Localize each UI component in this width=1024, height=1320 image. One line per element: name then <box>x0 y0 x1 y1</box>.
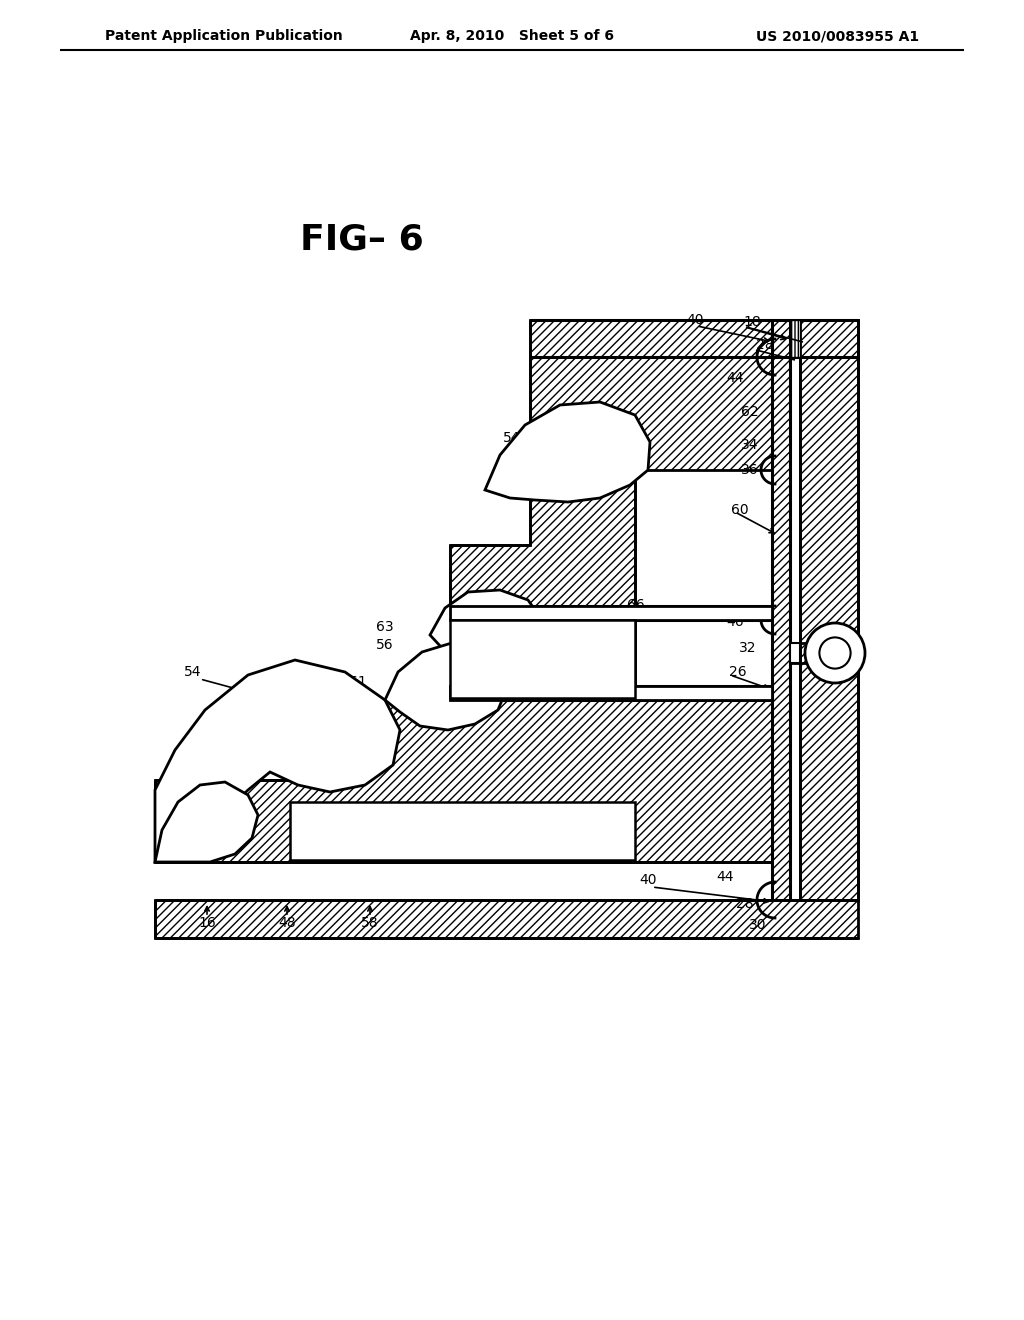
Polygon shape <box>155 781 258 862</box>
Text: 16: 16 <box>198 916 216 931</box>
Text: 32: 32 <box>739 642 757 655</box>
Text: 60: 60 <box>731 503 749 517</box>
Bar <box>790 643 800 663</box>
Text: 44: 44 <box>716 870 734 884</box>
Text: 61: 61 <box>349 675 367 689</box>
Text: 26: 26 <box>729 665 746 678</box>
Text: 40: 40 <box>639 873 656 887</box>
Text: 54: 54 <box>503 432 521 445</box>
Polygon shape <box>790 319 800 356</box>
Text: 66: 66 <box>627 598 645 612</box>
Text: 48: 48 <box>279 916 296 931</box>
Polygon shape <box>772 319 790 900</box>
Text: 40: 40 <box>686 313 703 327</box>
Polygon shape <box>155 900 858 939</box>
Polygon shape <box>155 620 772 862</box>
Polygon shape <box>800 319 858 900</box>
Text: 58: 58 <box>361 916 379 931</box>
Text: 28: 28 <box>736 898 754 911</box>
Text: 56: 56 <box>349 693 367 708</box>
Polygon shape <box>155 660 400 862</box>
Polygon shape <box>530 356 772 470</box>
Text: 34: 34 <box>741 438 759 451</box>
Polygon shape <box>450 686 772 700</box>
Text: 36: 36 <box>741 463 759 477</box>
Text: 30: 30 <box>750 917 767 932</box>
Text: 63: 63 <box>376 620 394 634</box>
Polygon shape <box>290 803 635 861</box>
Polygon shape <box>450 620 635 698</box>
Polygon shape <box>485 403 650 502</box>
Circle shape <box>805 623 865 682</box>
Text: 66: 66 <box>621 681 638 696</box>
Text: 62: 62 <box>741 405 759 418</box>
Text: Apr. 8, 2010   Sheet 5 of 6: Apr. 8, 2010 Sheet 5 of 6 <box>410 29 614 44</box>
Text: Patent Application Publication: Patent Application Publication <box>105 29 343 44</box>
Text: 46: 46 <box>726 615 743 630</box>
Text: FIG– 6: FIG– 6 <box>300 223 424 257</box>
Polygon shape <box>450 606 772 620</box>
Text: 64: 64 <box>492 822 509 837</box>
Text: 56: 56 <box>376 638 394 652</box>
Text: 44: 44 <box>726 371 743 385</box>
Polygon shape <box>430 590 542 663</box>
Text: 56: 56 <box>154 810 171 825</box>
Text: 18: 18 <box>743 315 761 329</box>
Text: US 2010/0083955 A1: US 2010/0083955 A1 <box>756 29 919 44</box>
Polygon shape <box>450 470 635 620</box>
Text: 59: 59 <box>186 791 204 805</box>
Circle shape <box>819 638 851 669</box>
Text: 54: 54 <box>184 665 202 678</box>
Polygon shape <box>385 642 507 730</box>
Text: 28: 28 <box>756 338 774 352</box>
Polygon shape <box>530 319 858 356</box>
Text: 64: 64 <box>526 843 544 857</box>
